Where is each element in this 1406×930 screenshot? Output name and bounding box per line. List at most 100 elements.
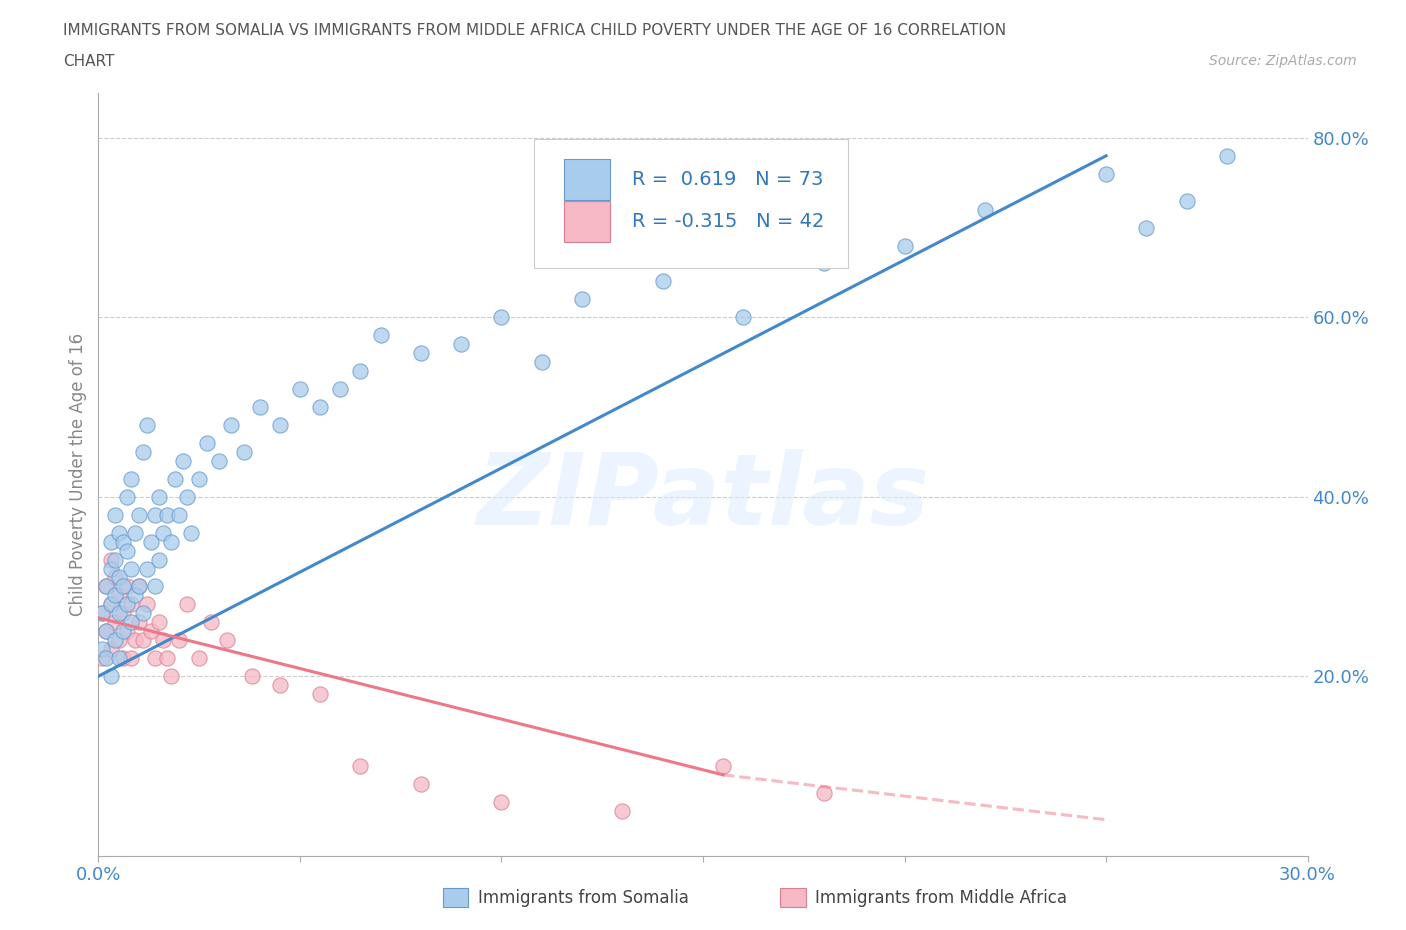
Point [152,632,174,647]
Point [111,534,134,549]
Point [974,202,997,217]
Point [370,327,392,342]
Point [124,632,146,647]
Point [309,686,332,701]
Point [1095,166,1118,181]
Point [135,561,157,576]
Point [120,615,142,630]
Point [96,624,118,639]
Point [91,606,114,621]
Point [163,472,186,486]
Point [1175,193,1198,208]
Point [107,632,129,647]
Text: IMMIGRANTS FROM SOMALIA VS IMMIGRANTS FROM MIDDLE AFRICA CHILD POVERTY UNDER THE: IMMIGRANTS FROM SOMALIA VS IMMIGRANTS FR… [63,23,1007,38]
Point [148,615,170,630]
Point [711,759,734,774]
Point [1216,149,1239,164]
Point [100,561,122,576]
Point [132,606,155,621]
Point [120,651,142,666]
Point [176,597,198,612]
Point [180,525,202,540]
Text: Immigrants from Somalia: Immigrants from Somalia [478,889,689,908]
Point [128,579,150,594]
Point [188,651,211,666]
Bar [564,159,610,200]
Point [100,534,122,549]
Point [128,579,150,594]
Point [128,615,150,630]
Point [91,606,114,621]
Point [329,381,352,396]
Point [111,579,134,594]
Point [172,454,194,469]
Point [733,310,755,325]
Point [100,669,122,684]
Point [96,579,118,594]
Point [132,445,155,459]
Y-axis label: Child Poverty Under the Age of 16: Child Poverty Under the Age of 16 [69,333,87,616]
Point [107,651,129,666]
Point [491,310,513,325]
Point [893,238,915,253]
Point [160,534,183,549]
Point [111,651,134,666]
Point [103,552,125,567]
Point [103,588,125,603]
Point [103,570,125,585]
Point [156,651,179,666]
Point [139,534,162,549]
Point [143,507,166,522]
Point [1135,220,1157,235]
Point [176,489,198,504]
Point [107,570,129,585]
Point [107,606,129,621]
Point [530,354,553,369]
Point [813,785,835,800]
Point [100,597,122,612]
Point [111,624,134,639]
Point [115,543,138,558]
Text: CHART: CHART [63,54,115,69]
Point [120,561,142,576]
Text: R = -0.315   N = 42: R = -0.315 N = 42 [631,212,824,231]
Point [409,346,432,361]
Text: R =  0.619   N = 73: R = 0.619 N = 73 [631,170,823,189]
Point [269,418,291,432]
Point [160,669,183,684]
Point [612,804,634,818]
Point [103,615,125,630]
Point [143,651,166,666]
Point [96,579,118,594]
Point [91,651,114,666]
Point [217,632,239,647]
Point [115,579,138,594]
Point [232,445,254,459]
Point [409,777,432,791]
Point [491,794,513,809]
FancyBboxPatch shape [534,139,848,269]
Point [200,615,222,630]
Point [135,597,157,612]
Point [208,454,231,469]
Point [135,418,157,432]
Point [103,632,125,647]
Point [107,588,129,603]
Point [269,678,291,693]
Point [100,552,122,567]
Point [148,489,170,504]
Point [128,507,150,522]
Point [96,651,118,666]
Point [148,552,170,567]
Point [240,669,263,684]
Point [96,624,118,639]
Point [103,507,125,522]
Point [120,597,142,612]
Point [120,472,142,486]
Point [813,256,835,271]
Point [309,400,332,415]
Text: ZIPatlas: ZIPatlas [477,448,929,546]
Point [288,381,311,396]
Point [115,489,138,504]
Point [249,400,271,415]
